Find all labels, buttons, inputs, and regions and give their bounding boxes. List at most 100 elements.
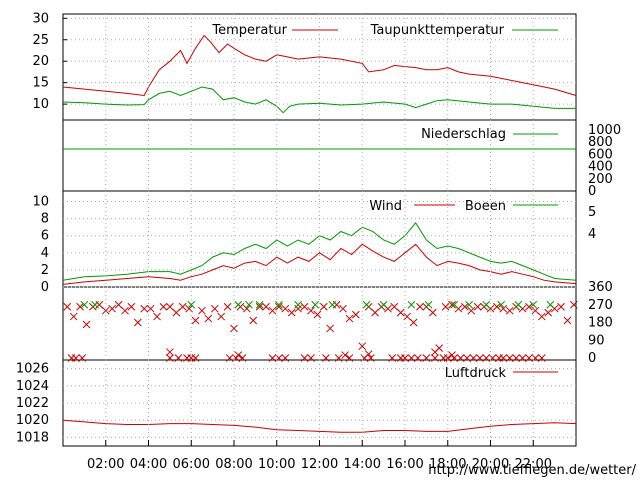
- direction-marker: [234, 351, 243, 359]
- direction-marker: [448, 300, 456, 309]
- direction-marker: [497, 300, 506, 309]
- direction-marker: [78, 354, 87, 362]
- direction-marker: [217, 312, 226, 321]
- direction-marker: [546, 300, 555, 309]
- direction-marker: [544, 308, 553, 317]
- direction-marker: [234, 300, 243, 309]
- x-axis: 02:00 04:00 06:00 08:00 10:00 12:00 14:00 16:00…: [87, 14, 552, 472]
- direction-marker: [101, 306, 110, 315]
- y-tick-label: 15: [32, 76, 49, 91]
- direction-marker: [82, 320, 91, 329]
- y-tick-label-right: 5: [588, 205, 596, 220]
- direction-marker: [311, 300, 320, 309]
- direction-marker: [518, 354, 527, 362]
- y-tick-label: 1022: [16, 396, 49, 411]
- y-tick-label: 10: [32, 195, 49, 210]
- direction-marker: [388, 354, 397, 362]
- direction-marker: [281, 304, 290, 313]
- y-tick-label: 1024: [16, 379, 49, 394]
- direction-marker: [475, 354, 484, 362]
- y-tick-label-right: 400: [588, 160, 613, 175]
- direction-marker: [339, 304, 347, 313]
- direction-marker: [460, 302, 469, 311]
- footer-url[interactable]: http://www.tiefflegen.de/wetter/: [428, 463, 636, 478]
- y-tick-label-right: 0: [588, 351, 596, 366]
- y-tick-label: 25: [32, 33, 49, 48]
- direction-marker: [287, 308, 296, 317]
- y-tick-label: 1020: [16, 413, 49, 428]
- direction-marker: [422, 354, 431, 362]
- direction-marker: [456, 354, 465, 362]
- direction-marker: [108, 304, 117, 313]
- direction-marker: [514, 300, 523, 309]
- direction-marker: [428, 308, 437, 317]
- y-tick-label: 2: [41, 263, 49, 278]
- direction-marker: [482, 354, 491, 362]
- y-tick-label: 4: [41, 246, 49, 261]
- direction-marker: [499, 354, 508, 362]
- direction-marker: [268, 354, 277, 362]
- y-tick-label-right: 200: [588, 172, 613, 187]
- direction-marker: [401, 354, 409, 362]
- direction-marker: [80, 300, 89, 309]
- y-tick-label-right: 180: [588, 316, 613, 331]
- direction-marker: [512, 354, 521, 362]
- direction-marker: [371, 308, 379, 317]
- direction-marker: [441, 302, 450, 311]
- x-tick-label: 08:00: [215, 457, 252, 472]
- direction-marker: [204, 314, 213, 323]
- direction-marker: [469, 354, 478, 362]
- direction-marker: [403, 312, 411, 321]
- series-line-Boeen: [62, 222, 577, 281]
- direction-marker: [413, 354, 422, 362]
- direction-marker: [525, 354, 533, 362]
- direction-marker: [69, 312, 78, 321]
- direction-marker: [557, 302, 565, 311]
- x-tick-label: 18:00: [429, 457, 466, 472]
- y-tick-label-right: 600: [588, 147, 613, 162]
- direction-marker: [416, 302, 424, 311]
- direction-marker: [307, 306, 315, 315]
- y-tick-label: 30: [32, 11, 49, 26]
- direction-marker: [396, 308, 405, 317]
- direction-marker: [351, 310, 360, 319]
- legend-label: Boeen: [465, 199, 506, 214]
- direction-marker: [482, 300, 491, 309]
- direction-marker: [294, 300, 302, 309]
- direction-marker: [313, 310, 322, 319]
- direction-marker: [431, 354, 439, 362]
- direction-marker: [505, 354, 514, 362]
- direction-marker: [379, 300, 388, 309]
- x-tick-label: 20:00: [472, 457, 509, 472]
- direction-marker: [300, 302, 309, 311]
- direction-marker: [463, 354, 471, 362]
- y-tick-label: 1026: [16, 362, 49, 377]
- y-tick-label-right: 800: [588, 135, 613, 150]
- direction-marker: [525, 302, 533, 311]
- y-tick-label: 10: [32, 97, 49, 112]
- x-tick-label: 22:00: [515, 457, 552, 472]
- direction-marker: [91, 300, 99, 309]
- direction-marker: [563, 316, 572, 325]
- direction-marker: [431, 348, 439, 356]
- direction-marker: [198, 306, 206, 315]
- direction-marker: [341, 351, 350, 359]
- direction-marker: [71, 354, 80, 362]
- y-tick-label: 20: [32, 54, 49, 69]
- legend-label: Taupunkttemperatur: [370, 23, 505, 38]
- direction-marker: [262, 302, 270, 311]
- direction-marker: [473, 302, 482, 311]
- y-tick-label-right: 90: [588, 333, 605, 348]
- direction-marker: [114, 300, 123, 309]
- direction-marker: [505, 306, 514, 315]
- direction-marker: [493, 302, 501, 311]
- direction-marker: [366, 354, 375, 362]
- direction-marker: [407, 300, 416, 309]
- series-line-Taupunkttemperatur: [62, 86, 576, 114]
- direction-marker: [210, 304, 219, 313]
- y-tick-label-right: 360: [588, 280, 613, 295]
- x-tick-label: 06:00: [173, 457, 210, 472]
- direction-marker: [127, 302, 136, 311]
- direction-marker: [268, 306, 277, 315]
- direction-marker: [191, 316, 200, 325]
